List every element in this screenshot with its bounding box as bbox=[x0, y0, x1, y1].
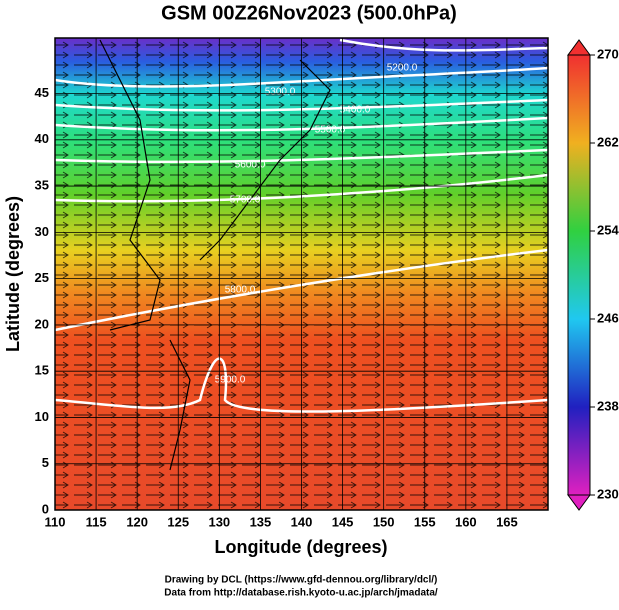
plot-frame bbox=[54, 37, 549, 511]
x-tick-label: 110 bbox=[45, 514, 66, 529]
colorbar-max-arrow bbox=[567, 39, 591, 56]
contour-label: 5200.0 bbox=[387, 63, 418, 74]
x-tick-label: 150 bbox=[373, 514, 395, 529]
colorbar-tick-label: 254 bbox=[597, 222, 619, 237]
x-tick-label: 165 bbox=[496, 514, 518, 529]
y-tick-label: 20 bbox=[35, 316, 49, 331]
y-tick-label: 35 bbox=[35, 178, 49, 193]
colorbar-min-arrow bbox=[567, 494, 591, 511]
contour-label: 5700.0 bbox=[230, 195, 261, 206]
credit: Data from http://database.rish.kyoto-u.a… bbox=[164, 588, 438, 599]
y-tick-label: 10 bbox=[35, 409, 49, 424]
contour-label: 5900.0 bbox=[215, 375, 246, 386]
x-axis-label: Longitude (degrees) bbox=[214, 537, 387, 557]
y-tick-label: 15 bbox=[35, 363, 49, 378]
colorbar-tick-label: 270 bbox=[597, 46, 619, 61]
colorbar-tick-label: 262 bbox=[597, 134, 619, 149]
credit: Drawing by DCL (https://www.gfd-dennou.o… bbox=[165, 575, 438, 586]
contour-label: 5400.0 bbox=[340, 105, 371, 116]
x-tick-label: 125 bbox=[167, 514, 189, 529]
y-tick-label: 45 bbox=[35, 85, 49, 100]
y-tick-label: 0 bbox=[42, 501, 49, 516]
colorbar-tick-label: 238 bbox=[597, 398, 619, 413]
y-tick-label: 40 bbox=[35, 131, 49, 146]
y-tick-label: 5 bbox=[42, 455, 49, 470]
contour-label: 5300.0 bbox=[265, 87, 296, 98]
x-tick-label: 145 bbox=[332, 514, 354, 529]
x-tick-label: 135 bbox=[250, 514, 272, 529]
height-contours bbox=[54, 38, 549, 413]
y-tick-label: 30 bbox=[35, 224, 49, 239]
contour-label: 5600.0 bbox=[235, 160, 266, 171]
x-tick-label: 140 bbox=[291, 514, 313, 529]
x-tick-label: 115 bbox=[86, 514, 107, 529]
y-axis-label: Latitude (degrees) bbox=[3, 196, 23, 352]
title: GSM 00Z26Nov2023 (500.0hPa) bbox=[161, 2, 457, 24]
colorbar-tick-label: 246 bbox=[597, 310, 619, 325]
contour-label: 5800.0 bbox=[225, 285, 256, 296]
colorbar bbox=[567, 54, 591, 496]
x-tick-label: 120 bbox=[126, 514, 148, 529]
y-tick-label: 25 bbox=[35, 270, 49, 285]
x-tick-label: 130 bbox=[208, 514, 230, 529]
contour-label: 5500.0 bbox=[315, 125, 346, 136]
colorbar-tick-label: 230 bbox=[597, 486, 619, 501]
x-tick-label: 155 bbox=[414, 514, 436, 529]
coastlines bbox=[99, 39, 331, 471]
x-tick-label: 160 bbox=[455, 514, 477, 529]
